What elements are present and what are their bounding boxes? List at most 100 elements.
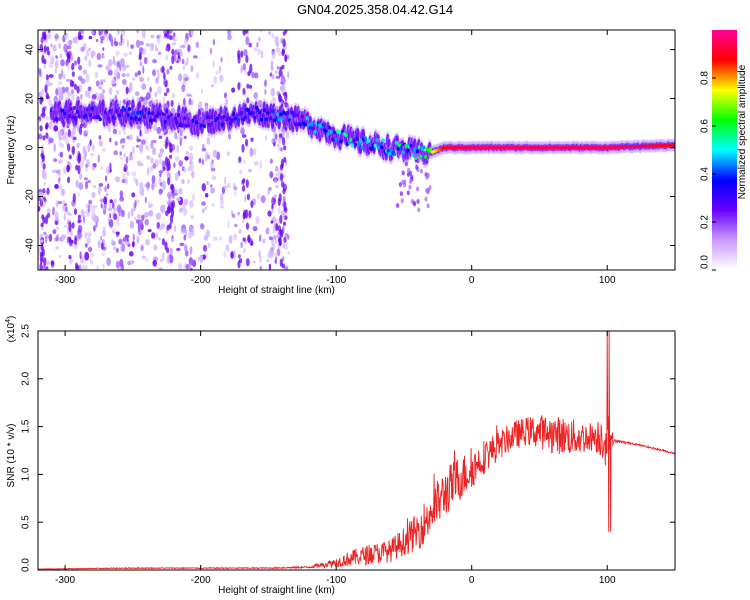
- spectrogram-ridge-core: [235, 114, 239, 118]
- spectrogram-noise-dot: [118, 238, 123, 245]
- spectrogram-ridge-core: [306, 122, 311, 127]
- spectrogram-noise-dot: [40, 145, 45, 152]
- spectrogram-noise-dot: [55, 55, 58, 59]
- spectrogram-noise-dot: [91, 94, 97, 100]
- spectrogram-ridge-core: [276, 112, 280, 117]
- spectrogram-noise-dot: [283, 156, 287, 163]
- spectrogram-noise-dot: [248, 42, 252, 48]
- spectrogram-noise-dot: [68, 154, 72, 160]
- spectrogram-noise-dot: [227, 34, 232, 41]
- spectrogram-noise-dot: [256, 41, 259, 48]
- spectrogram-noise-dot: [42, 163, 46, 170]
- snr-y-ticks: 0.0 0.5 1.0 1.5 2.0 2.5: [21, 324, 675, 572]
- spectrogram-noise-dot: [92, 144, 95, 152]
- spectrogram-noise-dot: [84, 231, 88, 237]
- spectrogram-noise-dot: [197, 257, 201, 261]
- spectrogram-noise-dot: [284, 30, 288, 34]
- spectrogram-noise-dot: [41, 107, 46, 115]
- spectrogram-noise-dot: [125, 86, 129, 95]
- spectrogram-noise-dot: [152, 139, 157, 144]
- spectrogram-noise-dot: [54, 184, 59, 189]
- spectrogram-noise-dot: [407, 154, 411, 160]
- spectrogram-noise-dot: [115, 260, 120, 269]
- spectrogram-ridge-core: [300, 114, 304, 119]
- spectrogram-noise-dot: [249, 63, 253, 74]
- spectrogram-noise-dot: [287, 251, 290, 255]
- spectrogram-noise-dot: [89, 259, 94, 265]
- spectrogram-noise-dot: [111, 78, 116, 85]
- spectrogram-noise-dot: [70, 55, 74, 61]
- spectrogram-noise-dot: [162, 96, 166, 105]
- spectrogram-noise-dot: [45, 235, 48, 244]
- spectrogram-noise-dot: [149, 86, 152, 93]
- spectrogram-noise-dot: [94, 71, 99, 79]
- spectrogram-ridge-core: [181, 112, 185, 117]
- spectrogram-noise-dot: [188, 97, 192, 106]
- spectrogram-ridge-core: [310, 121, 314, 126]
- spectrogram-noise-dot: [226, 151, 230, 157]
- spectrogram-noise-dot: [155, 213, 159, 219]
- spectrogram-ridge-core: [267, 108, 272, 113]
- x-tick-label: -100: [326, 275, 346, 286]
- spectrogram-noise-dot: [84, 251, 90, 261]
- spectrogram-noise-dot: [85, 130, 89, 134]
- spectrogram-ridge-core: [328, 125, 332, 130]
- spectrogram-noise-dot: [58, 176, 61, 183]
- spectrogram-noise-dot: [245, 138, 249, 147]
- spectrogram-noise-dot: [58, 254, 61, 259]
- spectrogram-noise-dot: [215, 70, 219, 75]
- spectrogram-noise-dot: [249, 84, 253, 89]
- spectrogram-noise-dot: [119, 151, 122, 156]
- spectrogram-noise-dot: [187, 44, 191, 53]
- spectrogram-noise-dot: [404, 161, 408, 167]
- spectrogram-noise-dot: [61, 234, 67, 239]
- spectrogram-noise-dot: [87, 86, 92, 92]
- spectrogram-noise-dot: [41, 248, 45, 257]
- spectrogram-noise-dot: [268, 263, 272, 270]
- spectrogram-noise-dot: [274, 256, 278, 265]
- spectrogram-noise-dot: [58, 81, 63, 85]
- spectrogram-noise-dot: [166, 30, 170, 40]
- spectrogram-noise-dot: [86, 145, 90, 151]
- spectrogram-noise-dot: [105, 175, 107, 182]
- spectrogram-noise-dot: [128, 51, 132, 55]
- spectrogram-noise-dot: [121, 179, 126, 184]
- spectrogram-noise-dot: [171, 42, 177, 46]
- spectrogram-noise-dot: [55, 88, 59, 96]
- spectrogram-noise-dot: [139, 129, 142, 137]
- spectrogram-noise-dot: [40, 160, 43, 166]
- spectrogram-ridge-core: [326, 131, 330, 136]
- spectrogram-noise-dot: [180, 44, 186, 49]
- spectrogram-noise-dot: [77, 230, 82, 240]
- spectrogram-noise-dot: [109, 199, 113, 204]
- spectrogram-noise-dot: [266, 259, 269, 263]
- spectrogram-ridge-core: [163, 120, 167, 124]
- spectrogram-noise-dot: [279, 214, 283, 224]
- spectrogram-ridge-core: [76, 110, 80, 115]
- spectrogram-noise-dot: [409, 179, 413, 185]
- spectrogram-noise-dot: [43, 181, 46, 186]
- spectrogram-noise-dot: [184, 38, 189, 46]
- spectrogram-noise-dot: [276, 233, 280, 239]
- spectrogram-noise-dot: [90, 252, 94, 257]
- spectrogram-ridge-core: [204, 119, 208, 124]
- spectrogram-noise-dot: [79, 173, 83, 181]
- spectrogram-noise-dot: [112, 207, 118, 212]
- spectrogram-noise-dot: [119, 196, 125, 202]
- spectrogram-noise-dot: [111, 201, 115, 209]
- spectrogram-noise-dot: [45, 74, 50, 81]
- spectrogram-noise-dot: [138, 52, 142, 61]
- spectrogram-noise-dot: [250, 200, 254, 208]
- spectrogram-noise-dot: [54, 211, 59, 219]
- spectrogram-noise-dot: [157, 71, 160, 80]
- spectrogram-noise-dot: [38, 68, 42, 77]
- spectrogram-noise-dot: [140, 244, 144, 252]
- spectrogram-noise-dot: [59, 136, 64, 141]
- snr-x-ticks: -300 -200 -100 0 100: [55, 331, 616, 586]
- spectrogram-noise-dot: [269, 171, 274, 179]
- spectrogram-noise-dot: [178, 73, 183, 82]
- colorbar-tick-label: 0.8: [700, 71, 711, 85]
- spectrogram-noise-dot: [109, 137, 112, 143]
- spectrogram-noise-dot: [134, 72, 138, 77]
- spectrogram-noise-dot: [212, 236, 218, 242]
